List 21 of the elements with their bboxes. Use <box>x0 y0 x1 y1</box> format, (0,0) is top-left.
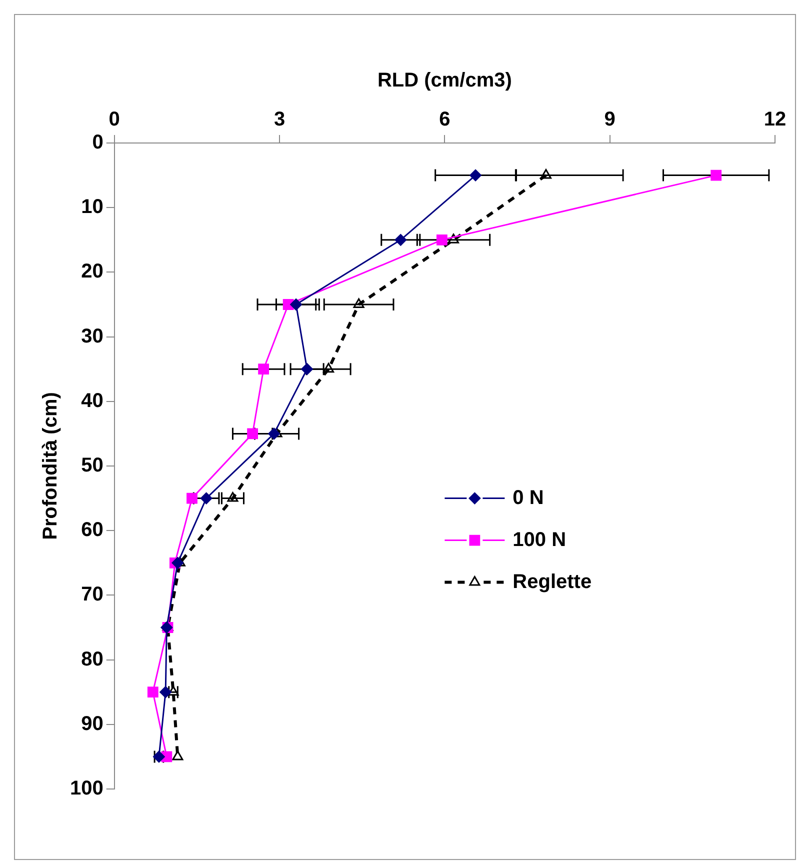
x-tick-label: 0 <box>108 108 120 131</box>
y-tick-label: 0 <box>92 132 104 154</box>
legend-label: 0 N <box>512 486 544 509</box>
y-tick-label: 90 <box>81 712 104 735</box>
y-tick-label: 100 <box>70 778 104 800</box>
y-tick-label: 30 <box>81 325 104 348</box>
x-tick-label: 6 <box>439 108 450 131</box>
y-tick-label: 60 <box>81 519 104 542</box>
y-tick-label: 20 <box>81 260 104 283</box>
y-tick-label: 70 <box>81 584 104 606</box>
x-tick-label: 3 <box>274 108 286 131</box>
legend-label: Reglette <box>512 570 592 593</box>
x-tick-label: 9 <box>604 108 616 131</box>
x-axis-title: RLD (cm/cm3) <box>377 70 512 92</box>
y-tick-label: 40 <box>81 390 104 412</box>
legend-label: 100 N <box>512 528 566 551</box>
y-tick-label: 50 <box>81 454 104 477</box>
y-tick-label: 10 <box>81 196 104 218</box>
x-tick-label: 12 <box>764 108 786 131</box>
y-axis-title: Profondità (cm) <box>40 392 62 540</box>
y-tick-label: 80 <box>81 648 104 670</box>
